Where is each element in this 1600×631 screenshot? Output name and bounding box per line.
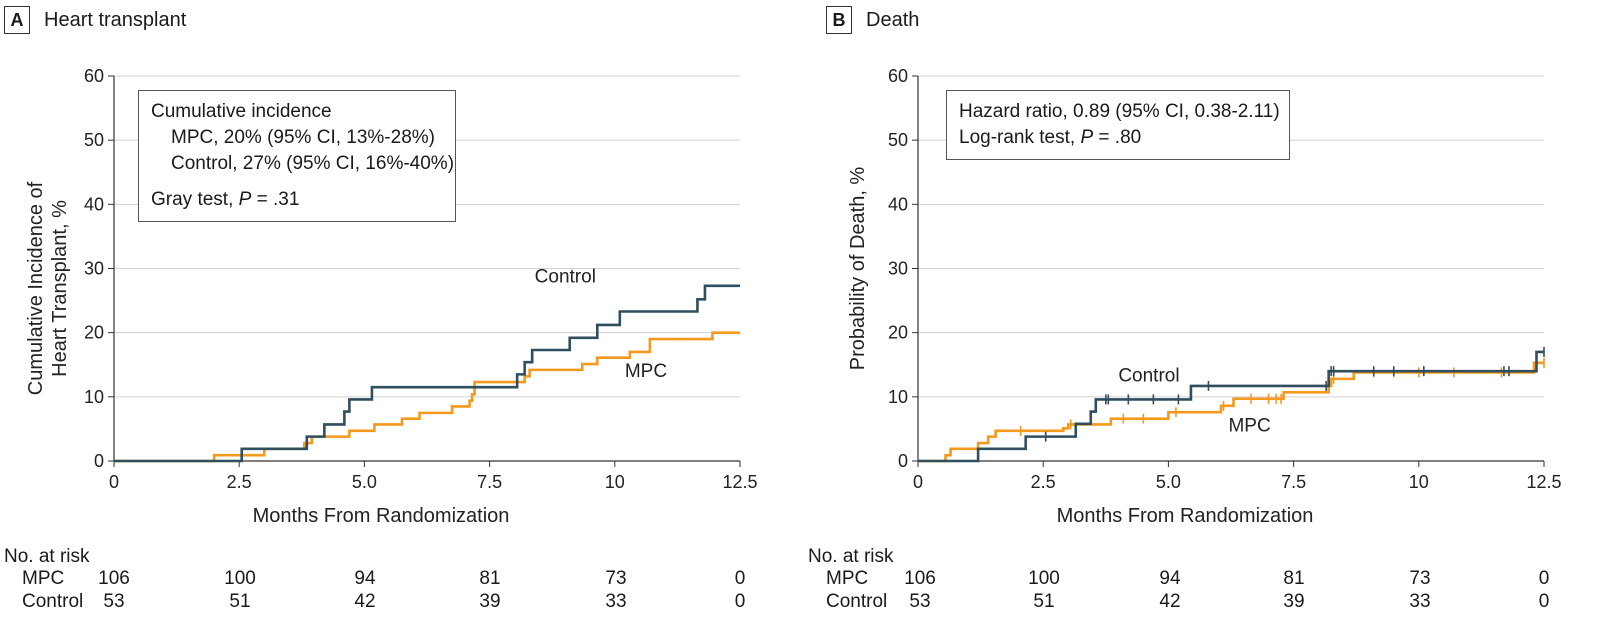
x-tick-label: 12.5	[1526, 472, 1561, 492]
panel-b-title: Death	[866, 8, 920, 31]
risk-table-title: No. at risk	[4, 546, 90, 567]
series-line-mpc	[918, 361, 1544, 463]
panel-b-legend: Hazard ratio, 0.89 (95% CI, 0.38-2.11) L…	[946, 90, 1290, 160]
risk-row-control: Control 53 51 42 39 33 0	[822, 591, 1600, 615]
x-tick-label: 12.5	[722, 472, 757, 492]
y-tick-label: 40	[84, 194, 104, 214]
risk-row-mpc: MPC 106 100 94 81 73 0	[0, 568, 800, 592]
x-axis-title: Months From Randomization	[1057, 505, 1314, 527]
risk-cell: 94	[1159, 568, 1181, 589]
panel-b-letter: B	[826, 6, 852, 34]
panel-a-risk-table: No. at risk MPC 106 100 94 81 73 0 Contr…	[0, 546, 800, 626]
risk-cell: 73	[605, 568, 627, 589]
legend-heading: Cumulative incidence	[151, 101, 332, 122]
panel-a-header: A Heart transplant	[4, 6, 186, 34]
legend-test-prefix: Gray test,	[151, 189, 239, 210]
y-tick-label: 10	[84, 387, 104, 407]
legend-test-line: Gray test, P = .31	[151, 187, 443, 213]
y-tick-label: 30	[888, 259, 908, 279]
x-tick-label: 5.0	[352, 472, 377, 492]
risk-row-label: Control	[22, 591, 84, 612]
y-tick-label: 60	[84, 66, 104, 86]
panel-a-letter: A	[4, 6, 30, 34]
x-tick-label: 10	[1409, 472, 1429, 492]
series-label-control: Control	[535, 267, 596, 288]
risk-cell: 51	[1033, 591, 1055, 612]
x-tick-label: 2.5	[1031, 472, 1056, 492]
y-tick-label: 0	[94, 451, 104, 471]
legend-test-suffix: = .31	[251, 189, 300, 210]
y-axis-title: Probability of Death, %	[847, 167, 869, 371]
risk-cell: 0	[1538, 591, 1550, 612]
risk-cell: 106	[904, 568, 936, 589]
risk-cell: 0	[1538, 568, 1550, 589]
y-tick-label: 20	[84, 323, 104, 343]
risk-cell: 42	[354, 591, 376, 612]
series-line-control	[114, 284, 740, 463]
panel-b-header: B Death	[826, 6, 919, 34]
risk-cell: 39	[479, 591, 501, 612]
y-tick-label: 0	[898, 451, 908, 471]
series-label-control: Control	[1118, 365, 1179, 386]
risk-cell: 0	[734, 568, 746, 589]
legend-test-p: P	[238, 189, 252, 210]
legend-control-line: Control, 27% (95% CI, 16%-40%)	[171, 153, 455, 174]
risk-row-label: MPC	[22, 568, 65, 589]
panel-a-heart-transplant: A Heart transplant 0 10 20 30 40 50 60 0 2.5 5.0 7…	[0, 6, 800, 626]
risk-row-control: Control 53 51 42 39 33 0	[0, 591, 800, 615]
risk-cell: 42	[1159, 591, 1181, 612]
risk-cell: 39	[1283, 591, 1305, 612]
legend-hazard-line: Hazard ratio, 0.89 (95% CI, 0.38-2.11)	[959, 101, 1280, 122]
series-label-mpc: MPC	[625, 361, 667, 382]
risk-cell: 100	[1028, 568, 1060, 589]
risk-cell: 73	[1409, 568, 1431, 589]
risk-row-mpc: MPC 106 100 94 81 73 0	[822, 568, 1600, 592]
y-tick-label: 40	[888, 194, 908, 214]
panel-b-chart: 0 10 20 30 40 50 60 0 2.5 5.0 7.5 10 12.5 Months From…	[847, 66, 1562, 527]
panel-b-death: B Death 0 10 20 30 40 50 60 0 2.5 5.0 7.5 10 12.5 Mon…	[808, 0, 1600, 631]
legend-test-suffix: = .80	[1093, 127, 1142, 148]
risk-row-label: MPC	[826, 568, 869, 589]
legend-test-prefix: Log-rank test,	[959, 127, 1081, 148]
x-axis-title: Months From Randomization	[253, 505, 510, 527]
panel-a-title: Heart transplant	[44, 8, 187, 31]
panel-b-risk-table: No. at risk MPC 106 100 94 81 73 0 Contr…	[808, 546, 1600, 626]
risk-cell: 53	[103, 591, 125, 612]
x-tick-label: 2.5	[227, 472, 252, 492]
y-tick-label: 50	[888, 130, 908, 150]
y-tick-label: 30	[84, 259, 104, 279]
x-tick-label: 7.5	[477, 472, 502, 492]
series-line-control	[918, 350, 1544, 463]
risk-table-title: No. at risk	[808, 546, 894, 567]
panel-a-legend: Cumulative incidence MPC, 20% (95% CI, 1…	[138, 90, 456, 222]
y-tick-label: 20	[888, 323, 908, 343]
x-tick-label: 0	[109, 472, 119, 492]
risk-cell: 33	[1409, 591, 1431, 612]
risk-cell: 33	[605, 591, 627, 612]
x-tick-label: 10	[605, 472, 625, 492]
legend-mpc-line: MPC, 20% (95% CI, 13%-28%)	[171, 127, 435, 148]
risk-cell: 100	[224, 568, 256, 589]
y-tick-label: 60	[888, 66, 908, 86]
risk-cell: 0	[734, 591, 746, 612]
risk-row-label: Control	[826, 591, 888, 612]
y-tick-label: 50	[84, 130, 104, 150]
legend-test-line: Log-rank test, P = .80	[959, 125, 1277, 151]
y-axis-title: Cumulative Incidence of Heart Transplant,…	[25, 181, 71, 395]
x-tick-label: 0	[913, 472, 923, 492]
risk-cell: 81	[1283, 568, 1305, 589]
series-label-mpc: MPC	[1228, 415, 1270, 436]
risk-cell: 53	[909, 591, 931, 612]
risk-cell: 51	[229, 591, 251, 612]
risk-cell: 81	[479, 568, 501, 589]
panel-a-chart: 0 10 20 30 40 50 60 0 2.5 5.0 7.5 10 12.5 Months From…	[25, 66, 758, 527]
x-tick-label: 7.5	[1281, 472, 1306, 492]
y-tick-label: 10	[888, 387, 908, 407]
x-tick-label: 5.0	[1156, 472, 1181, 492]
risk-cell: 106	[98, 568, 130, 589]
risk-cell: 94	[354, 568, 376, 589]
legend-test-p: P	[1080, 127, 1094, 148]
